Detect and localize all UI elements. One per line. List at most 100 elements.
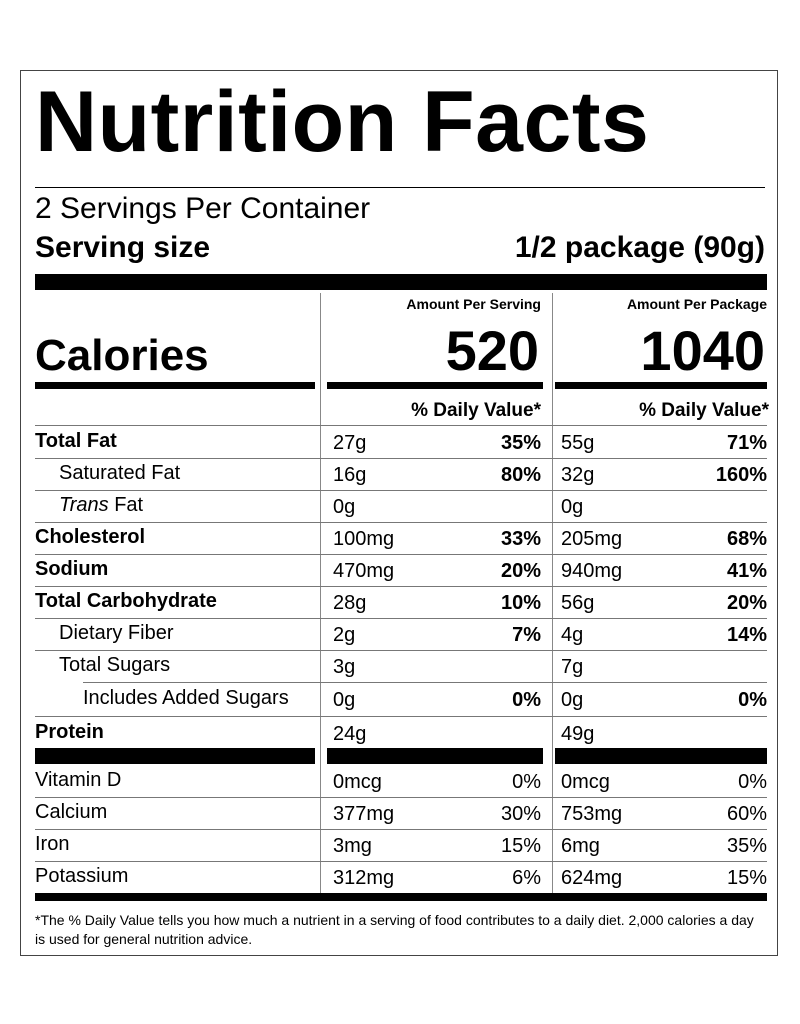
package-amount: 4g [561, 624, 584, 646]
trans-suffix: Fat [108, 494, 144, 516]
package-daily-value: 14% [726, 624, 767, 646]
package-daily-value: 35% [726, 835, 767, 857]
calories-per-serving: 520 [445, 319, 539, 382]
package-daily-value: 71% [726, 432, 767, 454]
serving-amount: 0mcg [333, 771, 382, 793]
serving-daily-value: 80% [500, 464, 541, 486]
calories-bar-package [555, 382, 767, 389]
row-divider [35, 425, 767, 426]
daily-value-heading-package: % Daily Value* [639, 400, 769, 421]
row-divider [35, 861, 767, 862]
nutrient-name: Includes Added Sugars [83, 687, 289, 709]
serving-daily-value: 30% [500, 803, 541, 825]
row-divider [35, 522, 767, 523]
serving-amount: 27g [333, 432, 367, 454]
row-divider [35, 716, 767, 717]
calories-bar-left [35, 382, 315, 389]
serving-amount: 24g [333, 723, 367, 745]
row-divider [35, 797, 767, 798]
row-divider [35, 650, 767, 651]
row-divider [83, 682, 767, 683]
serving-daily-value: 10% [500, 592, 541, 614]
package-daily-value: 20% [726, 592, 767, 614]
serving-daily-value: 0% [512, 771, 541, 793]
package-daily-value: 41% [726, 560, 767, 582]
footnote-bar [35, 893, 767, 901]
serving-amount: 0g [333, 496, 356, 518]
protein-bar-serving [327, 748, 543, 764]
package-daily-value: 160% [715, 464, 767, 486]
nutrient-name: Saturated Fat [59, 462, 181, 484]
trans-italic: Trans [59, 494, 109, 516]
servings-per-container: 2 Servings Per Container [35, 192, 371, 225]
daily-value-heading-serving: % Daily Value* [411, 400, 541, 421]
label-title: Nutrition Facts [35, 74, 650, 170]
package-amount: 32g [561, 464, 595, 486]
package-amount: 753mg [561, 803, 623, 825]
vitamin-name: Iron [35, 833, 70, 855]
nutrient-name: Total Fat [35, 430, 117, 452]
serving-daily-value: 6% [512, 867, 541, 889]
package-daily-value: 15% [726, 867, 767, 889]
package-amount: 0g [561, 689, 584, 711]
nutrient-name: Total Carbohydrate [35, 590, 217, 612]
protein-bar-left [35, 748, 315, 764]
serving-amount: 0g [333, 689, 356, 711]
serving-amount: 2g [333, 624, 356, 646]
package-amount: 940mg [561, 560, 623, 582]
nutrient-name: Dietary Fiber [59, 622, 174, 644]
amount-per-serving-heading: Amount Per Serving [406, 296, 541, 312]
package-amount: 624mg [561, 867, 623, 889]
footnote: *The % Daily Value tells you how much a … [35, 912, 754, 947]
package-amount: 55g [561, 432, 595, 454]
serving-size-value: 1/2 package (90g) [514, 231, 765, 264]
calories-bar-serving [327, 382, 543, 389]
row-divider [35, 490, 767, 491]
row-divider [35, 586, 767, 587]
serving-amount: 16g [333, 464, 367, 486]
serving-daily-value: 0% [512, 689, 541, 711]
row-divider [35, 829, 767, 830]
column-divider-package [552, 293, 553, 897]
title-divider [35, 187, 765, 188]
package-amount: 49g [561, 723, 595, 745]
row-divider [35, 554, 767, 555]
thick-bar-top [35, 274, 767, 290]
serving-amount: 377mg [333, 803, 395, 825]
nutrient-name: Protein [35, 721, 104, 743]
row-divider [35, 618, 767, 619]
protein-bar-package [555, 748, 767, 764]
amount-per-package-heading: Amount Per Package [626, 296, 767, 312]
serving-amount: 100mg [333, 528, 395, 550]
serving-amount: 28g [333, 592, 367, 614]
nutrient-name: Total Sugars [59, 654, 171, 676]
nutrient-name: Trans Fat [59, 495, 143, 515]
package-amount: 0mcg [561, 771, 610, 793]
serving-daily-value: 7% [512, 624, 541, 646]
package-amount: 56g [561, 592, 595, 614]
package-daily-value: 60% [726, 803, 767, 825]
vitamin-name: Vitamin D [35, 769, 122, 791]
nutrient-name: Cholesterol [35, 526, 146, 548]
serving-daily-value: 33% [500, 528, 541, 550]
nutrient-name: Sodium [35, 558, 109, 580]
package-daily-value: 0% [738, 771, 767, 793]
calories-per-package: 1040 [640, 319, 765, 382]
vitamin-name: Calcium [35, 801, 108, 823]
vitamin-name: Potassium [35, 865, 129, 887]
nutrition-label: Nutrition Facts 2 Servings Per Container… [20, 70, 778, 956]
package-amount: 7g [561, 656, 584, 678]
package-daily-value: 0% [738, 689, 767, 711]
package-amount: 205mg [561, 528, 623, 550]
serving-amount: 3mg [333, 835, 372, 857]
serving-size-label: Serving size [35, 231, 211, 264]
row-divider [35, 458, 767, 459]
serving-daily-value: 35% [500, 432, 541, 454]
serving-daily-value: 15% [500, 835, 541, 857]
column-divider-serving [320, 293, 321, 897]
calories-label: Calories [35, 331, 209, 380]
serving-amount: 470mg [333, 560, 395, 582]
serving-daily-value: 20% [500, 560, 541, 582]
package-amount: 0g [561, 496, 584, 518]
serving-amount: 3g [333, 656, 356, 678]
